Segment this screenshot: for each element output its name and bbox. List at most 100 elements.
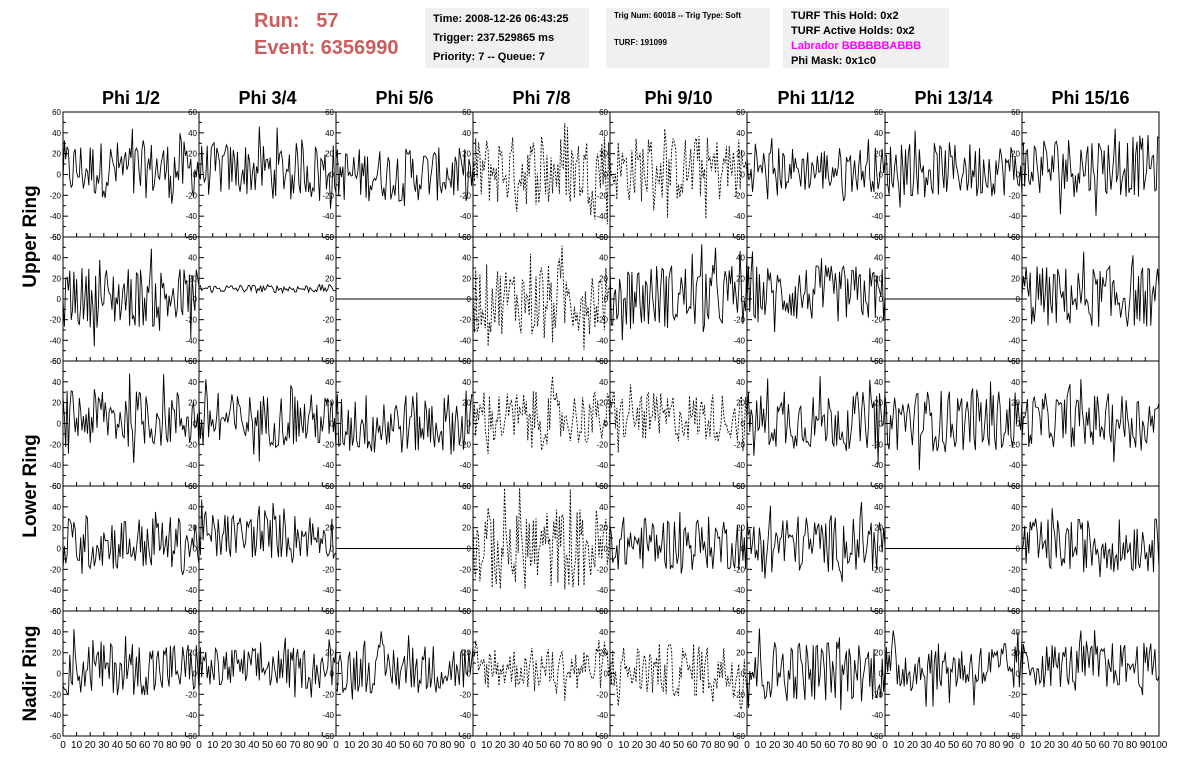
x-tick-label: 0 xyxy=(744,740,750,751)
y-tick-label: 0 xyxy=(467,545,472,554)
x-tick-label: 20 xyxy=(769,740,781,751)
y-tick-label: 40 xyxy=(599,254,608,263)
y-tick-label: 0 xyxy=(57,171,62,180)
y-tick-label: 60 xyxy=(188,482,197,491)
y-tick-label: -20 xyxy=(185,316,197,325)
y-tick-label: 40 xyxy=(462,378,471,387)
y-tick-label: 0 xyxy=(1016,545,1021,554)
x-tick-label: 10 xyxy=(207,740,219,751)
waveform-trace xyxy=(62,248,200,347)
y-tick-label: 60 xyxy=(52,357,61,366)
y-tick-label: 20 xyxy=(52,399,61,408)
x-tick-label: 40 xyxy=(797,740,809,751)
panel-frame xyxy=(62,236,200,362)
y-tick-label: -60 xyxy=(49,233,61,242)
y-tick-label: 60 xyxy=(1011,108,1020,117)
y-tick-label: 20 xyxy=(599,649,608,658)
x-tick-label: 10 xyxy=(893,740,905,751)
y-tick-label: -20 xyxy=(871,565,883,574)
waveform-trace xyxy=(609,512,748,574)
waveform-trace xyxy=(198,499,337,563)
x-tick-label: 30 xyxy=(921,740,933,751)
y-tick-label: 0 xyxy=(879,295,884,304)
y-tick-label: 60 xyxy=(462,357,471,366)
y-tick-label: -40 xyxy=(871,586,883,595)
y-tick-label: 20 xyxy=(599,274,608,283)
waveform-trace xyxy=(198,637,337,698)
x-tick-label: 50 xyxy=(536,740,548,751)
waveform-trace xyxy=(609,244,748,341)
column-title: Phi 11/12 xyxy=(777,88,854,108)
y-tick-label: 40 xyxy=(599,378,608,387)
waveform-trace xyxy=(1021,379,1160,463)
y-tick-label: -40 xyxy=(185,461,197,470)
y-tick-label: -20 xyxy=(1008,316,1020,325)
y-tick-label: 40 xyxy=(52,378,61,387)
y-tick-label: -40 xyxy=(1008,461,1020,470)
y-tick-label: -40 xyxy=(185,336,197,345)
y-tick-label: 40 xyxy=(325,254,334,263)
y-tick-label: 20 xyxy=(599,399,608,408)
x-tick-label: 60 xyxy=(962,740,974,751)
y-tick-label: 20 xyxy=(325,399,334,408)
panel-frame xyxy=(335,610,474,737)
y-tick-label: 20 xyxy=(188,649,197,658)
y-tick-label: 60 xyxy=(874,607,883,616)
x-tick-label: 20 xyxy=(221,740,233,751)
column-title: Phi 9/10 xyxy=(644,88,712,108)
x-tick-label: 30 xyxy=(646,740,658,751)
panel-frame xyxy=(472,610,611,737)
y-tick-label: 0 xyxy=(467,420,472,429)
x-tick-label: 70 xyxy=(426,740,438,751)
y-tick-label: 40 xyxy=(599,129,608,138)
y-tick-label: -60 xyxy=(322,732,334,741)
x-tick-label: 80 xyxy=(989,740,1001,751)
x-tick-label: 90 xyxy=(1003,740,1015,751)
y-tick-label: -20 xyxy=(185,191,197,200)
y-tick-label: -20 xyxy=(871,316,883,325)
panel-frame xyxy=(472,485,611,612)
y-tick-label: 40 xyxy=(325,129,334,138)
y-tick-label: -40 xyxy=(596,212,608,221)
y-tick-label: 20 xyxy=(188,399,197,408)
event-value: 6356990 xyxy=(320,37,399,59)
x-tick-label: 90 xyxy=(1140,740,1152,751)
y-tick-label: 0 xyxy=(604,670,609,679)
y-tick-label: -40 xyxy=(322,711,334,720)
waveform-trace xyxy=(198,379,337,462)
y-tick-label: 40 xyxy=(188,378,197,387)
waveform-trace xyxy=(472,488,611,590)
y-tick-label: -40 xyxy=(596,461,608,470)
x-tick-label: 10 xyxy=(481,740,493,751)
y-tick-label: 0 xyxy=(604,420,609,429)
y-tick-label: 60 xyxy=(599,357,608,366)
y-tick-label: 20 xyxy=(736,150,745,159)
y-tick-label: -60 xyxy=(596,732,608,741)
y-tick-label: -60 xyxy=(733,732,745,741)
x-tick-label: 10 xyxy=(344,740,356,751)
labrador-text: Labrador BBBBBBABBB xyxy=(791,40,922,52)
x-tick-label: 10 xyxy=(71,740,83,751)
x-tick-label: 50 xyxy=(948,740,960,751)
y-tick-label: 0 xyxy=(193,420,198,429)
y-tick-label: 60 xyxy=(874,357,883,366)
y-tick-label: 60 xyxy=(599,233,608,242)
x-tick-label: 70 xyxy=(563,740,575,751)
trig-num-text: Trig Num: 60018 -- Trig Type: Soft xyxy=(614,11,741,20)
y-tick-label: 40 xyxy=(52,628,61,637)
y-tick-label: 20 xyxy=(188,524,197,533)
y-tick-label: 0 xyxy=(741,670,746,679)
waveform-trace xyxy=(472,245,611,350)
y-tick-label: 40 xyxy=(1011,628,1020,637)
column-title: Phi 15/16 xyxy=(1051,88,1129,108)
x-tick-label: 60 xyxy=(139,740,151,751)
waveform-trace xyxy=(746,501,886,583)
y-tick-label: 20 xyxy=(736,649,745,658)
y-tick-label: 0 xyxy=(330,420,335,429)
panel-frame xyxy=(198,610,337,737)
y-tick-label: -40 xyxy=(322,461,334,470)
panel-frame xyxy=(884,610,1023,737)
y-tick-label: 0 xyxy=(57,670,62,679)
y-tick-label: -40 xyxy=(1008,586,1020,595)
x-tick-label: 80 xyxy=(714,740,726,751)
